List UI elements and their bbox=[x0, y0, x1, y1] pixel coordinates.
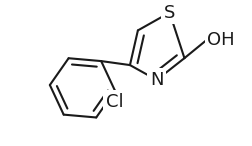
Text: OH: OH bbox=[206, 31, 234, 49]
Text: Cl: Cl bbox=[106, 93, 123, 111]
Text: N: N bbox=[149, 71, 163, 89]
Text: S: S bbox=[163, 4, 175, 22]
